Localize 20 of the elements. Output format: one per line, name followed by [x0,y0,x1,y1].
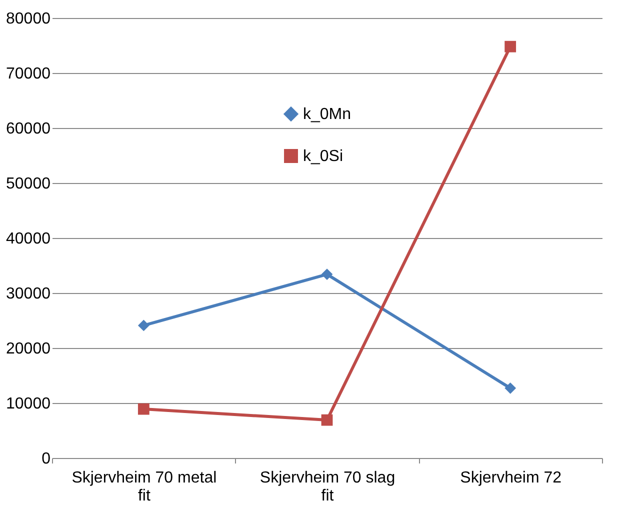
point [138,403,150,415]
point [138,320,150,332]
point [504,40,516,52]
legend-label: k_0Si [303,148,344,165]
y-tick-label: 50000 [6,176,51,192]
y-tick-label: 0 [42,450,51,468]
x-tick-label: Skjervheim 70 metal fit [72,470,217,504]
x-tick-label: Skjervheim 70 slag fit [260,470,396,504]
y-tick-label: 20000 [6,340,51,358]
point [321,268,333,280]
y-tick-label: 30000 [6,286,51,302]
legend-label: k_0Mn [303,106,352,123]
y-tick-label: 60000 [6,120,51,138]
y-tick-label: 10000 [6,396,51,412]
x-tick-label: Skjervheim 72 [460,470,562,486]
point [321,414,333,426]
y-tick-label: 40000 [6,230,51,248]
point [504,382,516,394]
y-tick-label: 70000 [6,66,51,82]
y-tick-label: 80000 [6,10,51,28]
